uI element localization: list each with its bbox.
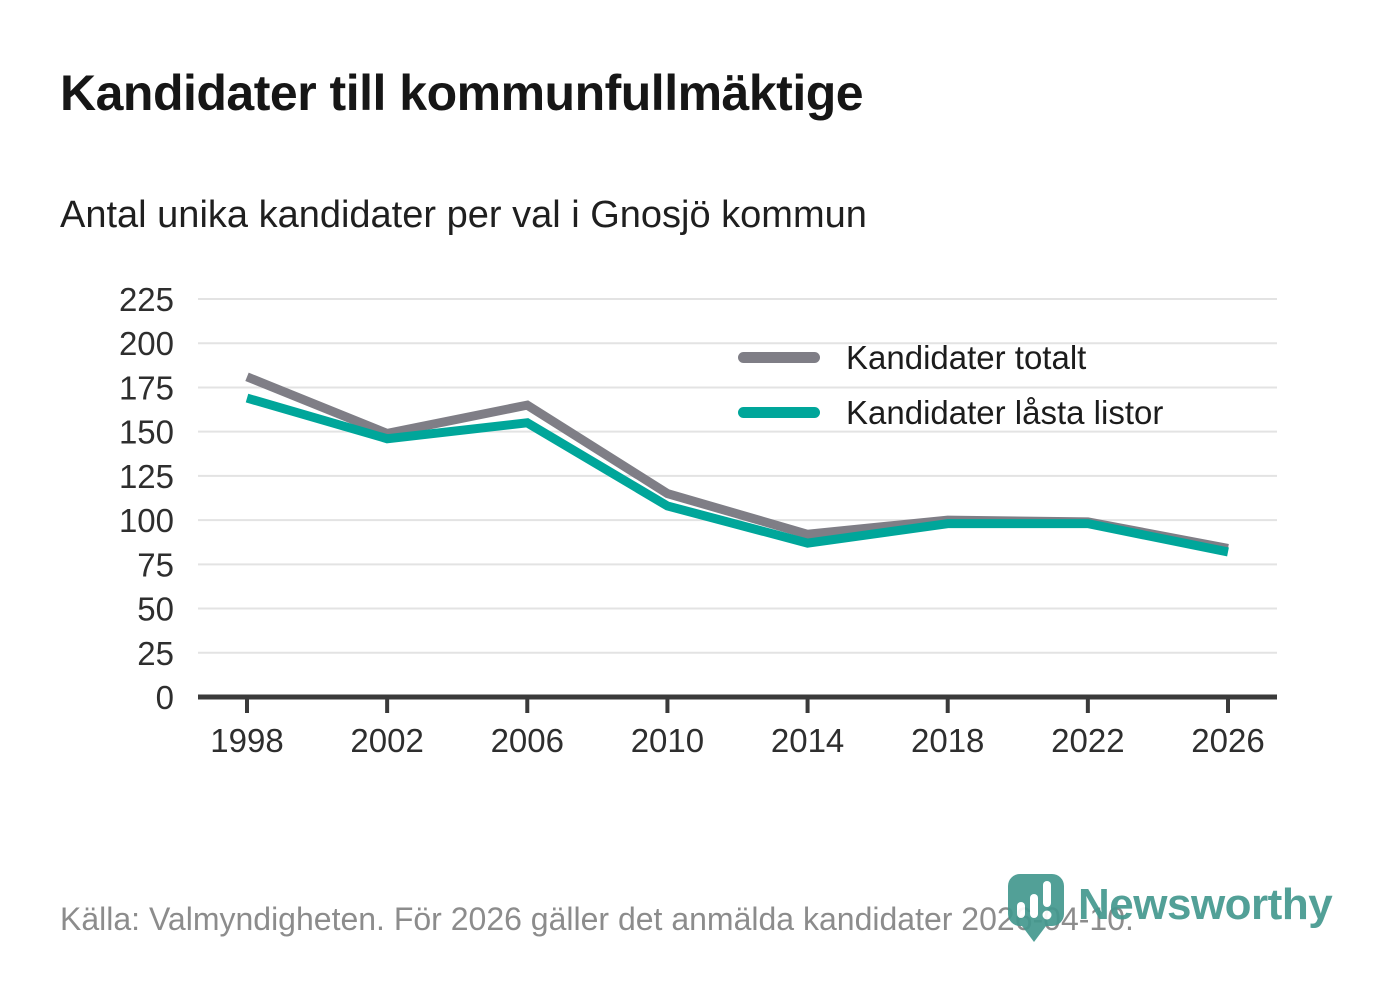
svg-text:2018: 2018 [911, 722, 984, 759]
svg-text:1998: 1998 [210, 722, 283, 759]
svg-text:2026: 2026 [1191, 722, 1264, 759]
legend-item-total: Kandidater totalt [738, 330, 1163, 385]
legend-label-locked: Kandidater låsta listor [846, 393, 1164, 431]
chart-subtitle: Antal unika kandidater per val i Gnosjö … [60, 194, 867, 236]
exclamation-dot [1042, 910, 1052, 920]
svg-text:25: 25 [137, 635, 174, 672]
series-lines [245, 372, 1229, 557]
svg-text:100: 100 [119, 502, 174, 539]
svg-text:200: 200 [119, 325, 174, 362]
svg-text:2014: 2014 [771, 722, 844, 759]
svg-text:2002: 2002 [350, 722, 423, 759]
svg-text:50: 50 [137, 591, 174, 628]
legend-swatch-locked [738, 407, 820, 418]
legend-label-total: Kandidater totalt [846, 338, 1087, 376]
legend: Kandidater totalt Kandidater låsta listo… [738, 330, 1163, 440]
svg-text:2010: 2010 [631, 722, 704, 759]
svg-text:75: 75 [137, 546, 174, 583]
svg-text:0: 0 [156, 679, 174, 716]
source-note: Källa: Valmyndigheten. För 2026 gäller d… [60, 901, 1134, 937]
legend-item-locked: Kandidater låsta listor [738, 385, 1163, 440]
x-axis-labels: 1998 2002 2006 2010 2014 2018 2022 2026 [210, 722, 1264, 759]
series-line-kandidater-l-sta-listor [245, 393, 1229, 557]
svg-text:175: 175 [119, 369, 174, 406]
svg-text:2006: 2006 [491, 722, 564, 759]
bar-tall [1043, 881, 1051, 907]
svg-text:125: 125 [119, 458, 174, 495]
legend-swatch-total [738, 352, 820, 363]
newsworthy-logo: Newsworthy [1008, 874, 1333, 944]
svg-text:2022: 2022 [1051, 722, 1124, 759]
bar-medium [1030, 894, 1038, 918]
newsworthy-pin-icon [1008, 874, 1064, 942]
bar-small [1017, 902, 1025, 918]
x-axis [198, 694, 1277, 713]
svg-text:225: 225 [119, 281, 174, 318]
brand-wordmark: Newsworthy [1078, 880, 1333, 929]
chart-title: Kandidater till kommunfullmäktige [60, 65, 864, 121]
svg-text:150: 150 [119, 414, 174, 451]
y-axis-labels: 0 25 50 75 100 125 150 175 200 225 [119, 281, 174, 716]
